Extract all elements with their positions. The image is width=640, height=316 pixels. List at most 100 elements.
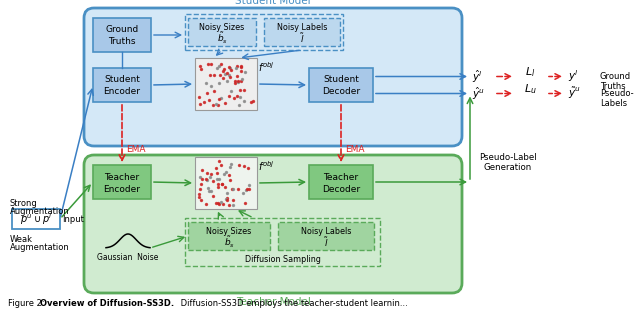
Text: $\tilde{l}$: $\tilde{l}$ [300, 31, 305, 45]
Point [214, 159, 224, 164]
Text: Pseudo-Label: Pseudo-Label [479, 153, 537, 161]
Text: Augmentation: Augmentation [10, 242, 70, 252]
Point [200, 201, 211, 206]
Text: Encoder: Encoder [104, 88, 141, 96]
Text: Teacher: Teacher [104, 173, 140, 181]
Point [195, 175, 205, 180]
Point [223, 173, 234, 178]
Text: Student: Student [104, 76, 140, 84]
Point [221, 71, 232, 76]
Point [216, 95, 226, 100]
Text: Encoder: Encoder [104, 185, 141, 193]
Point [232, 73, 242, 78]
Bar [188, 18, 256, 46]
Text: Strong: Strong [10, 198, 38, 208]
Point [238, 191, 248, 196]
Text: Noisy Sizes: Noisy Sizes [200, 23, 244, 33]
Bar [185, 14, 343, 50]
Point [221, 191, 232, 196]
Point [235, 94, 245, 99]
Text: Decoder: Decoder [322, 185, 360, 193]
Point [237, 76, 248, 82]
Point [202, 178, 212, 183]
Text: Noisy Labels: Noisy Labels [301, 228, 351, 236]
Point [214, 96, 224, 101]
Point [225, 75, 236, 80]
Point [214, 73, 225, 78]
Text: Generation: Generation [484, 162, 532, 172]
Point [212, 176, 222, 181]
Point [211, 201, 221, 206]
Point [216, 163, 226, 168]
Point [221, 197, 232, 202]
Point [239, 200, 250, 205]
Point [246, 100, 256, 105]
Bar [309, 68, 373, 102]
Point [205, 174, 215, 179]
Point [248, 99, 258, 104]
Point [194, 195, 204, 200]
Point [228, 96, 239, 101]
Text: Overview of Diffusion-SS3D.: Overview of Diffusion-SS3D. [40, 299, 174, 308]
Point [196, 197, 206, 202]
Point [222, 79, 232, 84]
Point [202, 185, 212, 191]
Point [214, 177, 225, 182]
Text: $\tilde{l}$: $\tilde{l}$ [324, 235, 328, 249]
Bar [185, 218, 380, 266]
Bar [93, 165, 151, 199]
Point [209, 72, 220, 77]
Point [221, 196, 232, 201]
Point [202, 90, 212, 95]
Point [224, 94, 234, 99]
Point [195, 64, 205, 69]
Bar [195, 58, 257, 110]
Point [206, 172, 216, 177]
Text: $L_u$: $L_u$ [524, 82, 536, 96]
Point [236, 79, 246, 84]
Point [236, 68, 246, 73]
Point [196, 66, 207, 71]
Point [228, 198, 238, 203]
Text: Student: Student [323, 76, 359, 84]
Point [206, 84, 216, 89]
Text: EMA: EMA [345, 145, 365, 155]
Point [242, 187, 252, 192]
Point [195, 186, 205, 191]
Text: Ground: Ground [600, 72, 631, 81]
Point [201, 177, 211, 182]
Point [197, 177, 207, 182]
Point [224, 202, 234, 207]
Point [212, 170, 223, 175]
Point [194, 191, 204, 197]
Point [207, 178, 218, 183]
Point [212, 185, 223, 190]
Point [214, 80, 224, 85]
Text: $\hat{y}^u$: $\hat{y}^u$ [472, 85, 484, 102]
Text: Gaussian  Noise: Gaussian Noise [97, 253, 159, 263]
Point [218, 202, 228, 207]
Point [202, 170, 212, 175]
Text: Student Model: Student Model [235, 0, 311, 6]
Point [218, 69, 228, 74]
Point [226, 67, 236, 72]
Point [209, 88, 220, 94]
Point [224, 64, 234, 69]
Text: $y^l$: $y^l$ [568, 69, 579, 84]
Text: Teacher: Teacher [323, 173, 358, 181]
Point [212, 200, 223, 205]
Point [208, 102, 218, 107]
Point [236, 63, 246, 68]
Point [206, 61, 216, 66]
Text: Diffusion Sampling: Diffusion Sampling [244, 256, 321, 264]
Text: $L_l$: $L_l$ [525, 66, 535, 79]
Point [204, 189, 214, 194]
Point [219, 172, 229, 177]
Point [225, 88, 236, 93]
Point [232, 64, 242, 69]
Point [231, 66, 241, 71]
Point [219, 67, 229, 72]
Text: Augmentation: Augmentation [10, 206, 70, 216]
Point [228, 186, 238, 191]
Point [217, 181, 227, 186]
